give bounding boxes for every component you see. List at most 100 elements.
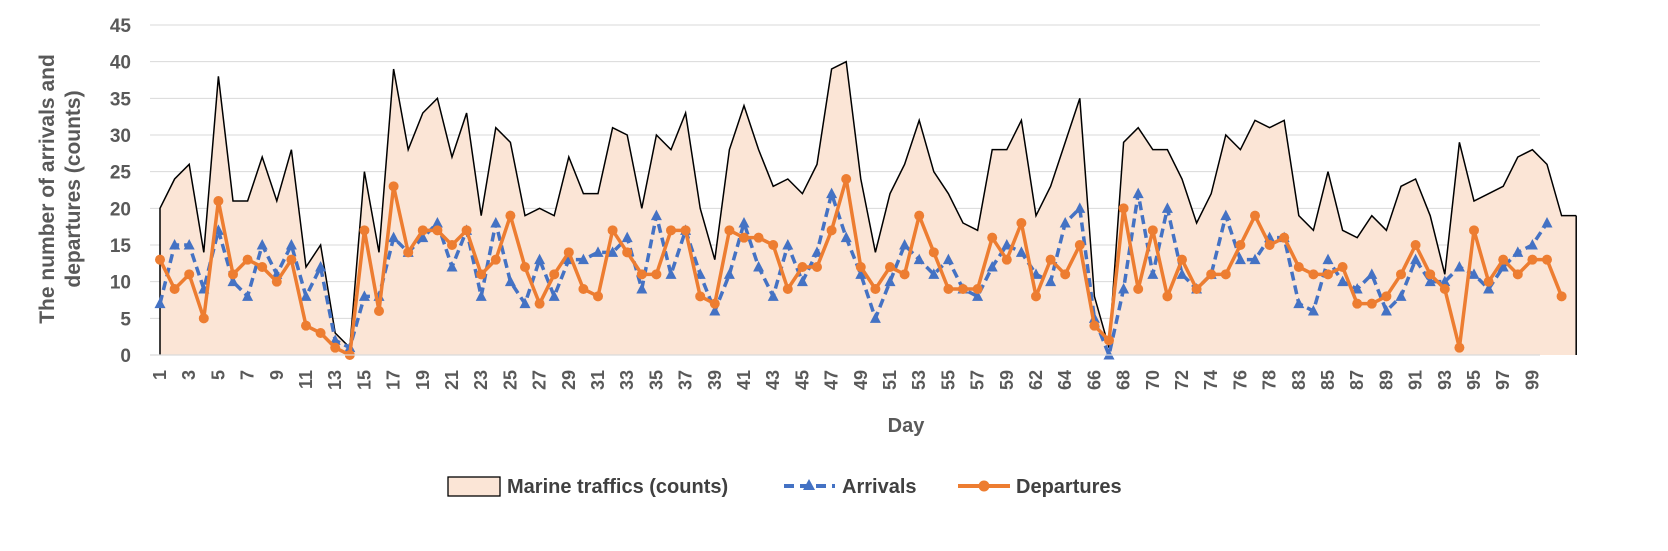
y-tick-label: 45 [110, 16, 132, 37]
arrivals-point [154, 297, 166, 309]
arrivals-point [329, 334, 341, 345]
departures-point [549, 269, 560, 280]
departures-point [724, 225, 735, 236]
arrivals-point [1526, 239, 1538, 250]
departures-point [1439, 284, 1450, 294]
x-tick-label: 70 [1143, 370, 1163, 390]
x-tick-label: 89 [1376, 370, 1396, 390]
legend-swatch-marine-traffics [447, 476, 501, 497]
departures-point [461, 225, 472, 236]
arrivals-point [753, 261, 765, 272]
arrivals-point [1074, 202, 1086, 213]
legend-item-departures: Departures [958, 476, 1122, 498]
departures-point [242, 254, 253, 265]
arrivals-point [826, 187, 838, 199]
area-fill [160, 61, 1577, 356]
arrivals-point [1147, 268, 1159, 279]
departures-point [695, 291, 706, 302]
arrivals-point [1176, 268, 1188, 279]
arrivals-point [1366, 268, 1378, 279]
departures-point [943, 284, 954, 294]
arrivals-point [1293, 297, 1305, 309]
arrivals-point [1234, 253, 1246, 265]
arrivals-point [1512, 246, 1524, 257]
x-tick-label: 41 [734, 370, 754, 390]
x-tick-label: 21 [442, 370, 462, 390]
departures-point [972, 284, 983, 294]
x-tick-label: 35 [646, 370, 666, 390]
arrivals-point [1059, 217, 1071, 228]
x-tick-label: 23 [471, 370, 491, 390]
arrivals-point [1249, 253, 1261, 265]
departures-point [1425, 269, 1436, 280]
departures-point [1512, 269, 1523, 280]
departures-point [359, 225, 370, 236]
y-axis-title-line-1: The number of arrivals and [36, 54, 59, 324]
x-tick-label: 93 [1435, 370, 1455, 390]
x-tick-label: 33 [617, 370, 637, 390]
y-axis-title-line-2: departures (counts) [62, 90, 85, 287]
arrivals-point [315, 261, 327, 272]
departures-point [885, 262, 895, 272]
arrivals-point [285, 239, 297, 250]
departures-point [666, 225, 676, 236]
departures-point [1410, 240, 1421, 250]
departures-point [1308, 269, 1319, 280]
x-tick-label: 62 [1026, 370, 1046, 390]
departures-point [198, 313, 209, 324]
departures-point [1483, 276, 1494, 287]
x-tick-label: 45 [792, 370, 812, 390]
arrivals-point [1045, 275, 1057, 287]
x-tick-label: 43 [763, 370, 783, 390]
arrivals-point [534, 253, 546, 265]
departures-point [753, 232, 764, 243]
departures-point [1031, 291, 1041, 302]
y-axis: 0 5 10 15 20 25 30 35 40 45 [110, 16, 132, 367]
x-tick-label: 95 [1464, 370, 1484, 390]
arrivals-point [256, 239, 268, 250]
legend-marker-arrivals [803, 479, 815, 490]
departures-point [388, 181, 399, 192]
departures-point [257, 262, 268, 272]
arrivals-point [1483, 283, 1495, 294]
departures-point [855, 262, 866, 272]
departures-point [520, 262, 530, 272]
arrivals-point [1468, 268, 1480, 279]
departures-point [1074, 240, 1085, 250]
arrivals-point [942, 253, 954, 265]
departures-point [534, 298, 545, 309]
departures-point [1352, 298, 1363, 309]
arrivals-point [1439, 275, 1451, 287]
departures-point [315, 328, 326, 338]
departures-point [228, 269, 238, 280]
departures-point [1469, 225, 1479, 236]
arrivals-point [855, 268, 867, 279]
x-tick-label: 1 [150, 370, 170, 380]
x-tick-label: 57 [968, 370, 988, 390]
departures-point [505, 210, 516, 221]
x-tick-label: 59 [997, 370, 1017, 390]
departures-point [374, 306, 384, 316]
arrivals-point [548, 290, 560, 301]
x-tick-label: 11 [296, 370, 316, 389]
departures-point [1191, 284, 1202, 294]
arrivals-point [986, 261, 998, 272]
x-tick-label: 31 [588, 370, 608, 390]
departures-point [1337, 262, 1348, 272]
x-tick-label: 87 [1347, 370, 1367, 390]
area-outline [159, 60, 1577, 355]
arrivals-point [1322, 253, 1334, 265]
legend-label-departures: Departures [1016, 476, 1122, 498]
arrivals-point [577, 253, 589, 265]
legend-label-marine-traffics: Marine traffics (counts) [507, 476, 728, 498]
departures-point [301, 320, 311, 331]
departures-point [1089, 320, 1100, 331]
departures-point [578, 284, 589, 294]
x-tick-label: 9 [267, 370, 287, 380]
arrivals-line [158, 191, 1549, 357]
arrivals-point [227, 275, 239, 287]
x-tick-label: 5 [208, 370, 228, 380]
x-tick-label: 85 [1318, 370, 1338, 390]
x-tick-label: 37 [676, 370, 696, 390]
departures-point [593, 291, 603, 302]
